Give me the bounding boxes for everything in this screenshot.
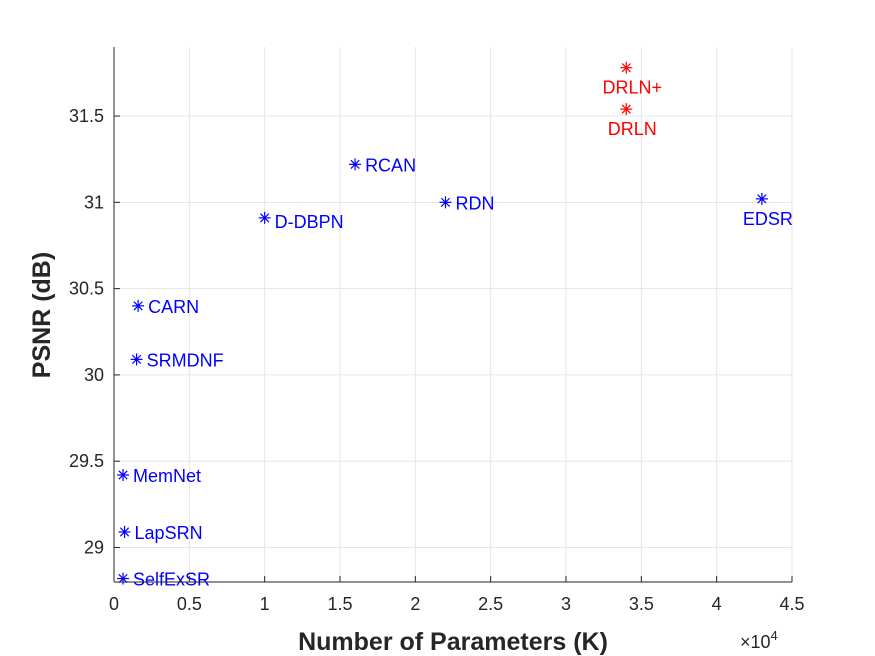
y-tick-label: 31.5 [69, 106, 104, 126]
asterisk-marker [132, 299, 145, 312]
y-tick-label: 29.5 [69, 451, 104, 471]
data-point: LapSRN [118, 523, 203, 543]
marker-stroke [757, 194, 767, 204]
point-label: D-DBPN [275, 212, 344, 232]
asterisk-marker [118, 525, 131, 538]
asterisk-marker [755, 192, 768, 205]
marker-stroke [119, 527, 130, 537]
x-tick-label: 4.5 [779, 594, 804, 614]
data-point: D-DBPN [258, 211, 344, 232]
x-axis-multiplier: ×104 [740, 628, 778, 652]
marker-stroke [260, 213, 270, 223]
asterisk-marker [130, 353, 143, 366]
marker-stroke [131, 354, 142, 364]
data-point: DRLN [608, 103, 657, 139]
asterisk-marker [439, 196, 452, 209]
data-point: RDN [439, 193, 494, 213]
x-tick-label: 0 [109, 594, 119, 614]
marker-stroke [118, 470, 128, 480]
x-tick-label: 0.5 [177, 594, 202, 614]
asterisk-marker [349, 158, 362, 171]
point-label: SRMDNF [147, 350, 224, 370]
data-point: MemNet [117, 466, 201, 486]
x-tick-label: 2.5 [478, 594, 503, 614]
grid [113, 47, 793, 582]
y-axis-title: PSNR (dB) [28, 252, 56, 378]
x-tick-label: 2 [410, 594, 420, 614]
point-label: LapSRN [135, 523, 203, 543]
data-point: CARN [132, 297, 199, 317]
y-tick-label: 29 [84, 537, 104, 557]
x-tick-label: 4 [712, 594, 722, 614]
point-label: SelfExSR [133, 570, 210, 590]
data-point: SelfExSR [117, 570, 210, 590]
x-tick-label: 3 [561, 594, 571, 614]
point-label: RCAN [365, 155, 416, 175]
asterisk-marker [620, 103, 633, 116]
marker-stroke [133, 301, 143, 311]
y-tick-label: 30.5 [69, 279, 104, 299]
marker-stroke [621, 63, 631, 73]
marker-stroke [118, 573, 128, 584]
data-point: EDSR [743, 192, 793, 229]
point-label: DRLN+ [603, 78, 663, 98]
y-tick-label: 30 [84, 365, 104, 385]
y-tick-label: 31 [84, 192, 104, 212]
marker-stroke [621, 104, 631, 114]
asterisk-marker [117, 469, 130, 481]
x-tick-label: 1.5 [327, 594, 352, 614]
point-label: RDN [455, 193, 494, 213]
x-axis-title: Number of Parameters (K) [298, 628, 608, 656]
point-label: DRLN [608, 119, 657, 139]
data-point: DRLN+ [603, 61, 663, 98]
point-label: MemNet [133, 466, 201, 486]
marker-stroke [350, 159, 360, 169]
axes: 0 0.5 1 1.5 2 2.5 3 3.5 4 4.5 29 29.5 30 30.5 31 31.5 [69, 47, 805, 614]
point-label: EDSR [743, 209, 793, 229]
x-tick-label: 1 [260, 594, 270, 614]
data-point: RCAN [349, 155, 416, 175]
data-point: SRMDNF [130, 350, 224, 370]
x-tick-label: 3.5 [629, 594, 654, 614]
data-points: SelfExSR LapSRN MemNet SRMDNF CARN D-DBPN RCAN… [117, 61, 793, 590]
point-label: CARN [148, 297, 199, 317]
asterisk-marker [620, 61, 633, 74]
asterisk-marker [258, 211, 271, 224]
marker-stroke [440, 197, 451, 207]
asterisk-marker [117, 572, 130, 585]
